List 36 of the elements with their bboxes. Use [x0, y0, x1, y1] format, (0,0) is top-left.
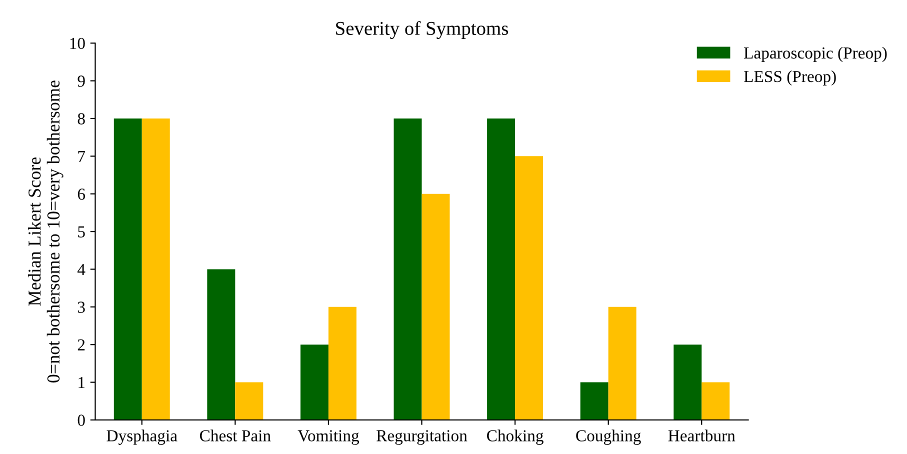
bar — [580, 382, 608, 420]
x-tick-label: Coughing — [576, 430, 641, 445]
y-tick-label: 0 — [78, 414, 85, 426]
bar — [207, 269, 236, 420]
bar — [608, 306, 636, 420]
x-tick-label: Dysphagia — [106, 430, 178, 445]
bar — [114, 118, 142, 420]
bar — [328, 306, 356, 420]
x-tick-label: Heartburn — [668, 430, 736, 442]
bar — [487, 118, 516, 420]
y-tick-label: 5 — [78, 226, 85, 238]
x-tick-label: Vomiting — [298, 430, 360, 445]
y-tick-label: 1 — [78, 377, 85, 388]
x-tick-label: Regurgitation — [376, 430, 468, 445]
y-tick-label: 10 — [70, 38, 85, 50]
bar — [300, 344, 328, 420]
y-tick-label: 3 — [78, 302, 85, 313]
y-tick-label: 9 — [78, 76, 85, 87]
y-tick-label: 2 — [78, 339, 85, 350]
y-tick-label: 7 — [78, 151, 86, 162]
bar — [394, 118, 422, 420]
y-axis-title: Median Likert Score 0=not bothersome to 10=very bothersome — [28, 80, 64, 382]
y-tick-label: 8 — [78, 113, 85, 124]
bar — [515, 156, 544, 420]
y-tick-label: 6 — [78, 188, 86, 200]
bar — [235, 382, 264, 420]
x-tick-label: Choking — [487, 430, 544, 445]
bar — [422, 194, 450, 420]
x-tick-label: Chest Pain — [200, 430, 271, 442]
bar — [702, 382, 730, 420]
y-tick-label: 4 — [78, 264, 86, 276]
chart-title: Severity of Symptoms — [336, 21, 508, 39]
legend-label: Laparoscopic (Preop) — [744, 46, 887, 62]
bar — [674, 344, 702, 420]
legend-label: LESS (Preop) — [744, 70, 836, 86]
bar — [142, 118, 170, 420]
